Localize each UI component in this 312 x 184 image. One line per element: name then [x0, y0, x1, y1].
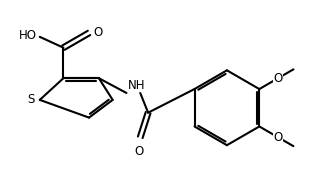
Text: O: O: [273, 131, 283, 144]
Text: NH: NH: [127, 79, 145, 92]
Text: O: O: [93, 26, 102, 39]
Text: S: S: [27, 93, 35, 106]
Text: O: O: [273, 72, 283, 85]
Text: O: O: [135, 145, 144, 158]
Text: HO: HO: [19, 29, 37, 42]
